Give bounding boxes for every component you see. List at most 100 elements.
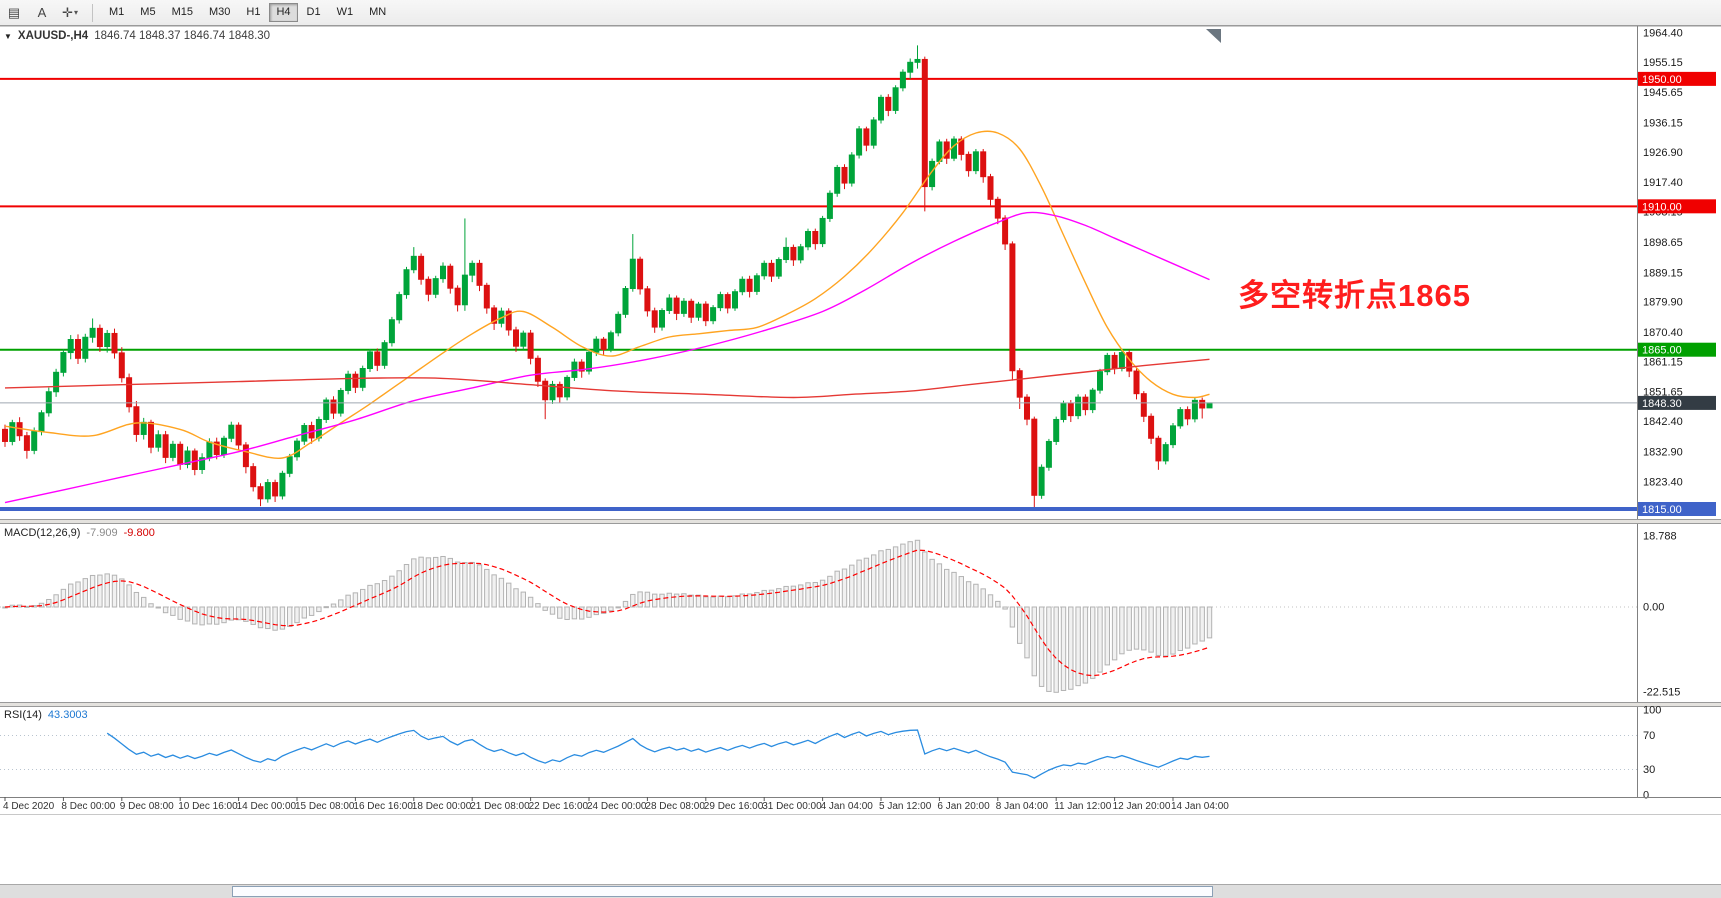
tf-button-W1[interactable]: W1 <box>336 6 354 18</box>
tf-button-M30[interactable]: M30 <box>208 6 231 18</box>
svg-text:1910.00: 1910.00 <box>1642 201 1682 213</box>
price-axis-label: 1945.65 <box>1643 87 1683 99</box>
rsi-indicator-label: RSI(14) 43.3003 <box>4 709 88 721</box>
rsi-axis[interactable]: 100 70 30 0 <box>1643 705 1661 802</box>
chart-title: ▼ XAUUSD-,H4 1846.74 1848.37 1846.74 184… <box>4 30 270 42</box>
chart-symbol-label: XAUUSD-,H4 <box>17 30 89 42</box>
ma-fast-orange <box>4 130 1210 459</box>
time-axis-label: 22 Dec 16:00 <box>529 801 589 812</box>
price-axis-label: 1870.40 <box>1643 327 1683 339</box>
price-axis-label: 1955.15 <box>1643 57 1683 69</box>
price-axis-label: 1823.40 <box>1643 477 1683 489</box>
macd-axis-label: 18.788 <box>1643 531 1677 543</box>
price-axis-label: 1964.40 <box>1643 28 1683 40</box>
tf-button-H1[interactable]: H1 <box>246 6 261 18</box>
time-axis-label: 4 Jan 04:00 <box>821 801 874 812</box>
time-axis-label: 5 Jan 12:00 <box>879 801 932 812</box>
tile-windows-icon[interactable]: ▤ <box>7 4 21 20</box>
svg-text:1865.00: 1865.00 <box>1642 345 1682 357</box>
price-axis-label: 1851.65 <box>1643 387 1683 399</box>
price-axis-label: 1861.15 <box>1643 356 1683 368</box>
rsi-axis-label: 70 <box>1643 730 1655 742</box>
chart-shift-marker[interactable] <box>1206 29 1221 43</box>
macd-axis[interactable]: 18.788 0.00 -22.515 <box>1643 531 1680 699</box>
time-axis-label: 28 Dec 08:00 <box>645 801 705 812</box>
price-axis-label: 1917.40 <box>1643 177 1683 189</box>
price-badge-1950.00: 1950.00 <box>1638 71 1716 86</box>
panel-separator[interactable] <box>0 519 1721 524</box>
price-badge-1848.30: 1848.30 <box>1638 395 1716 410</box>
macd-axis-label: -22.515 <box>1643 687 1680 699</box>
candles-layer <box>2 45 1213 508</box>
macd-histogram-layer <box>2 539 1213 693</box>
time-axis-label: 9 Dec 08:00 <box>120 801 174 812</box>
price-badge-1910.00: 1910.00 <box>1638 199 1716 214</box>
rsi-value: 43.3003 <box>47 709 88 721</box>
macd-name: MACD(12,26,9) <box>4 527 81 539</box>
price-axis-label: 1898.65 <box>1643 237 1683 249</box>
crosshair-tool-icon[interactable]: ✛ ▾ <box>62 4 78 20</box>
horizontal-lines-layer <box>0 77 1637 512</box>
time-axis-label: 12 Jan 20:00 <box>1113 801 1171 812</box>
toolbar: ▤ A ✛ ▾ M1 M5 M15 M30 H1 H4 D1 W1 MN <box>0 0 1721 26</box>
price-badge-1865.00: 1865.00 <box>1638 342 1716 357</box>
time-axis-label: 10 Dec 16:00 <box>178 801 238 812</box>
time-axis-label: 14 Dec 00:00 <box>237 801 297 812</box>
toolbar-icon-group: ▤ A ✛ ▾ <box>0 0 84 25</box>
toolbar-separator <box>92 3 93 22</box>
macd-main-value: -7.909 <box>86 527 118 539</box>
price-axis-label: 1842.40 <box>1643 416 1683 428</box>
chevron-down-icon[interactable]: ▼ <box>4 31 12 41</box>
time-axis-label: 14 Jan 04:00 <box>1171 801 1229 812</box>
ma-mid-magenta <box>4 211 1210 504</box>
chart-text-annotation[interactable]: 多空转折点1865 <box>1238 278 1471 313</box>
price-axis-label: 1936.15 <box>1643 118 1683 130</box>
time-axis-label: 21 Dec 08:00 <box>470 801 530 812</box>
horizontal-scrollbar[interactable] <box>0 884 1721 898</box>
macd-axis-label: 0.00 <box>1643 602 1664 614</box>
panel-separator[interactable] <box>0 702 1721 707</box>
time-axis-label: 29 Dec 16:00 <box>704 801 764 812</box>
macd-indicator-label: MACD(12,26,9) -7.909 -9.800 <box>4 527 155 539</box>
tf-button-M5[interactable]: M5 <box>140 6 156 18</box>
cursor-tool-icon[interactable]: A <box>37 5 47 20</box>
rsi-line <box>106 729 1210 779</box>
rsi-name: RSI(14) <box>4 709 42 721</box>
time-axis[interactable]: 4 Dec 2020 8 Dec 00:00 9 Dec 08:00 10 Dec 1… <box>3 797 1229 812</box>
svg-text:1815.00: 1815.00 <box>1642 504 1682 516</box>
tf-button-MN[interactable]: MN <box>369 6 387 18</box>
price-axis-label: 1926.90 <box>1643 147 1683 159</box>
time-axis-label: 11 Jan 12:00 <box>1054 801 1112 812</box>
time-axis-label: 24 Dec 00:00 <box>587 801 647 812</box>
time-axis-label: 8 Jan 04:00 <box>996 801 1049 812</box>
rsi-axis-label: 100 <box>1643 705 1661 717</box>
macd-signal-value: -9.800 <box>123 527 155 539</box>
price-axis-label: 1879.90 <box>1643 297 1683 309</box>
price-axis-label: 1889.15 <box>1643 267 1683 279</box>
price-axis-label: 1832.90 <box>1643 446 1683 458</box>
time-axis-label: 8 Dec 00:00 <box>61 801 115 812</box>
rsi-axis-label: 30 <box>1643 764 1655 776</box>
tf-button-M15[interactable]: M15 <box>171 6 193 18</box>
time-axis-label: 16 Dec 16:00 <box>353 801 413 812</box>
svg-text:1848.30: 1848.30 <box>1642 398 1682 410</box>
macd-signal-line <box>4 549 1210 677</box>
time-axis-label: 31 Dec 00:00 <box>762 801 822 812</box>
time-axis-label: 15 Dec 08:00 <box>295 801 355 812</box>
time-axis-label: 18 Dec 00:00 <box>412 801 472 812</box>
time-axis-label: 4 Dec 2020 <box>3 801 55 812</box>
rsi-axis-label: 0 <box>1643 790 1649 802</box>
tf-button-H4[interactable]: H4 <box>269 3 298 22</box>
time-axis-label: 6 Jan 20:00 <box>937 801 990 812</box>
price-axis[interactable]: 1964.40 1955.15 1945.65 1936.15 1926.90 1917.… <box>1638 28 1716 520</box>
chart-ohlc-values: 1846.74 1848.37 1846.74 1848.30 <box>94 30 271 42</box>
tf-button-D1[interactable]: D1 <box>306 6 321 18</box>
svg-text:1950.00: 1950.00 <box>1642 74 1682 86</box>
moving-averages-layer <box>4 130 1210 504</box>
price-badge-1815.00: 1815.00 <box>1638 502 1716 516</box>
scrollbar-thumb[interactable] <box>232 886 1213 897</box>
timeframe-button-group: M1 M5 M15 M30 H1 H4 D1 W1 MN <box>101 0 394 25</box>
tf-button-M1[interactable]: M1 <box>109 6 125 18</box>
